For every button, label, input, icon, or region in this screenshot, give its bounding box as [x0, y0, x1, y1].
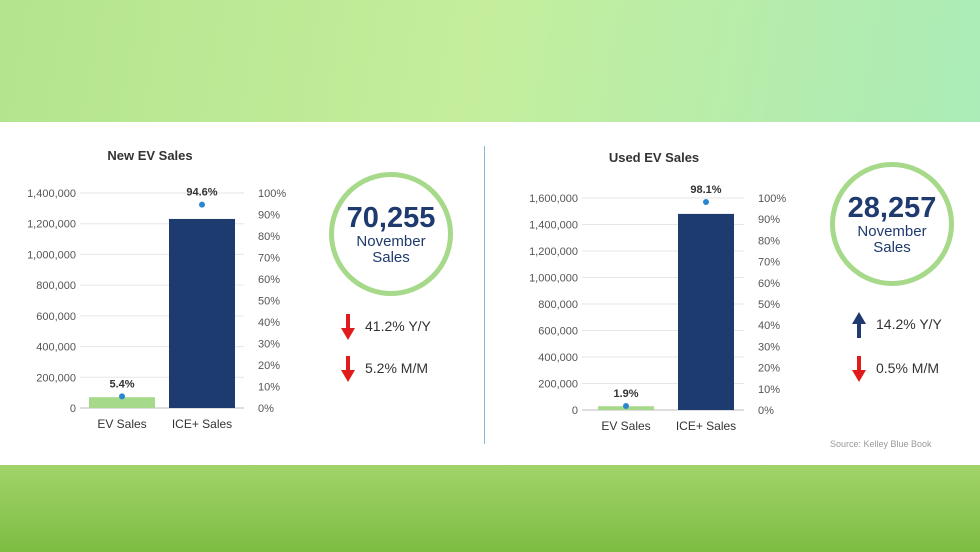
x-category-label: EV Sales — [601, 419, 650, 433]
y-right-tick-label: 10% — [258, 382, 280, 394]
share-point — [623, 402, 629, 409]
y-right-tick-label: 50% — [258, 296, 280, 308]
arrow-down-icon — [852, 356, 866, 382]
y-left-tick-label: 1,200,000 — [27, 219, 76, 231]
panel-divider — [484, 146, 485, 444]
used-ev-yoy-label: 14.2% Y/Y — [876, 316, 942, 332]
new-ev-sales-value: 70,255 — [346, 202, 436, 234]
y-left-tick-label: 600,000 — [538, 326, 578, 338]
arrow-down-icon — [341, 356, 355, 382]
y-right-tick-label: 100% — [758, 193, 786, 205]
y-left-tick-label: 1,400,000 — [27, 188, 76, 200]
y-left-tick-label: 400,000 — [538, 352, 578, 364]
y-left-tick-label: 400,000 — [36, 342, 76, 354]
y-right-tick-label: 100% — [258, 188, 286, 200]
y-left-tick-label: 200,000 — [36, 372, 76, 384]
chart-title: New EV Sales — [107, 148, 192, 163]
share-data-label: 5.4% — [109, 378, 134, 390]
share-point — [703, 199, 709, 206]
used-ev-mom-label: 0.5% M/M — [876, 360, 940, 376]
ev-sales-bar — [89, 397, 155, 408]
y-left-tick-label: 1,600,000 — [529, 193, 578, 205]
ice-sales-bar — [678, 213, 734, 410]
y-left-tick-label: 200,000 — [538, 379, 578, 391]
arrow-down-icon — [341, 314, 355, 340]
y-right-tick-label: 20% — [258, 360, 280, 372]
source-note: Source: Kelley Blue Book — [830, 439, 932, 449]
share-data-label: 98.1% — [690, 184, 721, 196]
new-ev-sales-label: November Sales — [356, 233, 426, 266]
y-right-tick-label: 70% — [258, 253, 280, 265]
used-ev-sales-circle: 28,257 November Sales — [830, 162, 954, 286]
ice-sales-bar — [169, 218, 235, 408]
y-right-tick-label: 80% — [258, 231, 280, 243]
y-right-tick-label: 40% — [258, 317, 280, 329]
y-left-tick-label: 1,000,000 — [529, 273, 578, 285]
y-left-tick-label: 0 — [572, 405, 578, 417]
y-left-tick-label: 800,000 — [36, 280, 76, 292]
x-category-label: ICE+ Sales — [172, 417, 232, 431]
new-ev-sales-chart: New EV Sales 0 200,000 400,000 600,000 800,00… — [27, 148, 286, 431]
y-left-tick-label: 1,000,000 — [27, 249, 76, 261]
y-right-tick-label: 20% — [758, 363, 780, 375]
y-right-tick-label: 70% — [758, 257, 780, 269]
y-right-tick-label: 90% — [758, 214, 780, 226]
new-ev-yoy-label: 41.2% Y/Y — [365, 318, 431, 334]
y-right-tick-label: 30% — [758, 341, 780, 353]
y-left-tick-label: 800,000 — [538, 299, 578, 311]
y-right-tick-label: 60% — [258, 274, 280, 286]
y-left-tick-label: 0 — [70, 403, 76, 415]
y-right-tick-label: 10% — [758, 384, 780, 396]
x-category-label: ICE+ Sales — [676, 419, 736, 433]
used-ev-sales-label: November Sales — [857, 223, 927, 256]
y-right-tick-label: 0% — [758, 405, 774, 417]
y-left-tick-label: 1,400,000 — [529, 220, 578, 232]
new-ev-sales-circle: 70,255 November Sales — [329, 172, 453, 296]
share-point — [119, 393, 125, 400]
y-right-tick-label: 0% — [258, 403, 274, 415]
y-left-tick-label: 600,000 — [36, 311, 76, 323]
y-right-tick-label: 60% — [758, 278, 780, 290]
y-right-tick-label: 30% — [258, 339, 280, 351]
y-right-tick-label: 80% — [758, 235, 780, 247]
used-ev-sales-value: 28,257 — [847, 192, 937, 224]
new-ev-mom-label: 5.2% M/M — [365, 360, 429, 376]
y-right-tick-label: 90% — [258, 210, 280, 222]
chart-title: Used EV Sales — [609, 150, 699, 165]
arrow-up-icon — [852, 312, 866, 338]
share-data-label: 1.9% — [613, 388, 638, 400]
y-right-tick-label: 50% — [758, 299, 780, 311]
y-left-tick-label: 1,200,000 — [529, 246, 578, 258]
y-right-tick-label: 40% — [758, 320, 780, 332]
x-category-label: EV Sales — [97, 417, 146, 431]
bottom-band — [0, 465, 980, 552]
share-data-label: 94.6% — [186, 187, 217, 199]
share-point — [199, 201, 205, 208]
used-ev-sales-chart: Used EV Sales 0 200,000 400,000 600,000 800,0… — [529, 150, 786, 433]
